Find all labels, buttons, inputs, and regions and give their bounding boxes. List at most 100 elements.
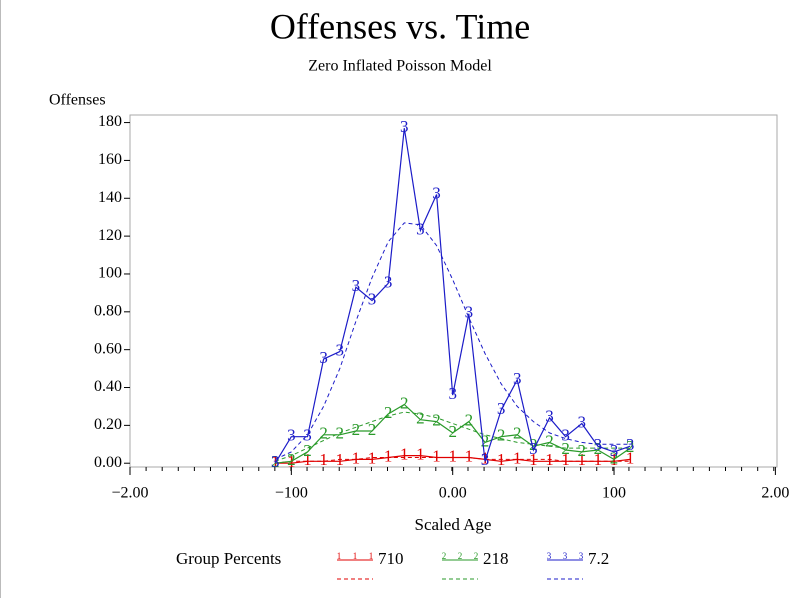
- observed-line: [275, 455, 631, 464]
- legend-symbol: 1: [353, 551, 358, 561]
- point-symbol: 3: [384, 272, 393, 291]
- point-symbol: 2: [400, 393, 409, 412]
- point-symbol: 3: [352, 276, 361, 295]
- plot-frame: [129, 114, 778, 468]
- legend-label: 7.2: [588, 549, 609, 568]
- point-symbol: 3: [529, 439, 538, 458]
- point-symbol: 3: [626, 435, 635, 454]
- point-symbol: 3: [497, 399, 506, 418]
- legend-symbol: 2: [474, 551, 479, 561]
- point-symbol: 2: [448, 422, 457, 441]
- point-symbol: 1: [578, 450, 587, 469]
- point-symbol: 2: [545, 431, 554, 450]
- point-symbol: 3: [303, 426, 312, 445]
- point-symbol: 2: [336, 424, 345, 443]
- point-symbol: 1: [529, 450, 538, 469]
- x-tick-label: 0.00: [439, 485, 467, 502]
- point-symbol: 2: [578, 441, 587, 460]
- point-symbol: 1: [303, 450, 312, 469]
- point-symbol: 1: [448, 446, 457, 465]
- point-symbol: 3: [513, 369, 522, 388]
- y-tick-label: 160: [98, 151, 122, 168]
- point-symbol: 2: [497, 426, 506, 445]
- point-symbol: 3: [271, 452, 280, 471]
- point-symbol: 1: [416, 445, 425, 464]
- point-symbol: 2: [384, 403, 393, 422]
- point-symbol: 3: [319, 348, 328, 367]
- legend-symbol: 1: [369, 551, 374, 561]
- legend-symbol: 1: [337, 551, 342, 561]
- point-symbol: 3: [432, 183, 441, 202]
- legend-symbol: 3: [547, 551, 552, 561]
- point-symbol: 1: [513, 448, 522, 467]
- point-symbol: 3: [416, 219, 425, 238]
- point-symbol: 1: [545, 450, 554, 469]
- point-symbol: 2: [271, 452, 280, 471]
- y-tick-label: 0.00: [94, 454, 122, 471]
- point-symbol: 3: [561, 426, 570, 445]
- point-symbol: 1: [368, 448, 377, 467]
- observed-line: [274, 128, 631, 464]
- y-tick-label: 0.60: [94, 340, 122, 357]
- y-axis-label: Offenses: [49, 92, 106, 109]
- point-symbol: 2: [594, 439, 603, 458]
- legend-symbol: 3: [563, 551, 568, 561]
- legend-symbol: 3: [579, 551, 584, 561]
- point-symbol: 1: [594, 450, 603, 469]
- point-symbol: 3: [578, 412, 587, 431]
- predicted-line: [275, 411, 631, 462]
- point-symbol: 1: [319, 450, 328, 469]
- point-symbol: 1: [400, 445, 409, 464]
- y-tick-label: 140: [98, 189, 122, 206]
- point-symbol: 2: [529, 435, 538, 454]
- legend-symbol: 2: [458, 551, 463, 561]
- point-symbol: 2: [287, 450, 296, 469]
- x-tick-label: 100: [602, 485, 626, 502]
- x-tick-label: −2.00: [111, 485, 148, 502]
- y-tick-label: 100: [98, 265, 122, 282]
- point-symbol: 1: [432, 446, 441, 465]
- point-symbol: 3: [368, 289, 377, 308]
- point-symbol: 3: [448, 384, 457, 403]
- y-tick-label: 180: [98, 113, 122, 130]
- point-symbol: 1: [384, 446, 393, 465]
- point-symbol: 2: [432, 410, 441, 429]
- point-symbol: 2: [319, 424, 328, 443]
- point-symbol: 1: [465, 446, 474, 465]
- point-symbol: 2: [416, 409, 425, 428]
- y-tick-label: 0.80: [94, 302, 122, 319]
- point-symbol: 3: [481, 450, 490, 469]
- legend-label: 218: [483, 549, 509, 568]
- point-symbol: 3: [336, 340, 345, 359]
- point-symbol: 2: [561, 439, 570, 458]
- point-symbol: 1: [336, 450, 345, 469]
- x-axis-label: Scaled Age: [415, 515, 492, 534]
- point-symbol: 2: [481, 431, 490, 450]
- point-symbol: 2: [513, 424, 522, 443]
- observed-line: [275, 403, 631, 464]
- predicted-line: [274, 222, 631, 460]
- point-symbol: 1: [352, 448, 361, 467]
- point-symbol: 1: [271, 452, 280, 471]
- x-tick-label: 2.00: [761, 485, 789, 502]
- point-symbol: 2: [465, 410, 474, 429]
- chart-title: Offenses vs. Time: [270, 6, 530, 46]
- chart-subtitle: Zero Inflated Poisson Model: [308, 58, 492, 75]
- y-tick-label: 0.20: [94, 416, 122, 433]
- point-symbol: 3: [465, 303, 474, 322]
- point-symbol: 3: [545, 407, 554, 426]
- x-tick-label: −100: [275, 485, 308, 502]
- point-symbol: 3: [610, 441, 619, 460]
- point-symbol: 3: [287, 426, 296, 445]
- point-symbol: 1: [497, 450, 506, 469]
- y-tick-label: 120: [98, 227, 122, 244]
- point-symbol: 3: [594, 435, 603, 454]
- point-symbol: 2: [352, 420, 361, 439]
- point-symbol: 1: [561, 450, 570, 469]
- point-symbol: 1: [626, 448, 635, 467]
- point-symbol: 2: [368, 420, 377, 439]
- point-symbol: 2: [610, 448, 619, 467]
- legend-label: 710: [378, 549, 404, 568]
